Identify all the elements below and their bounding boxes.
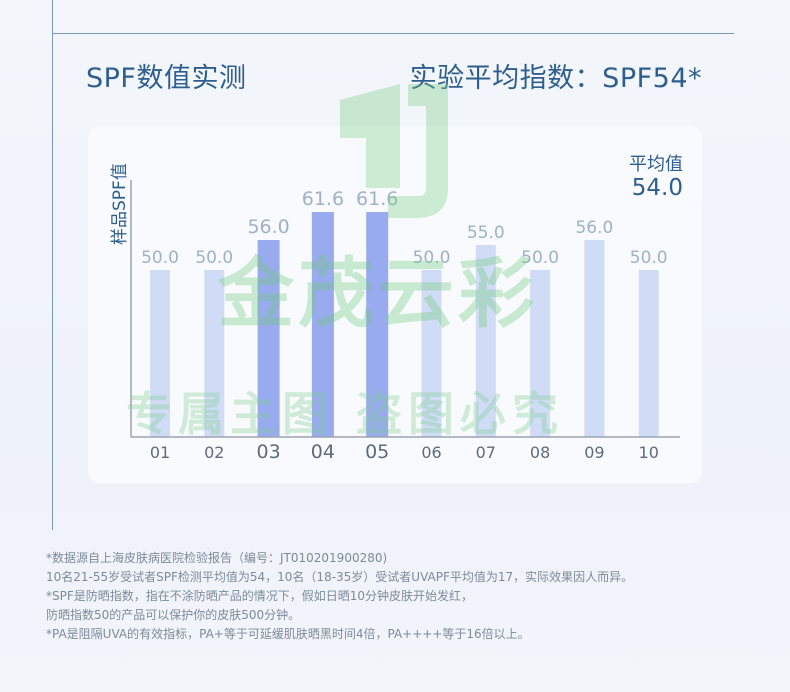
footnotes: *数据源自上海皮肤病医院检验报告（编号：JT010201900280) 10名2… xyxy=(46,549,746,644)
average-label: 平均值 xyxy=(629,154,683,175)
tick-labels-group: 01 02 03 04 05 06 07 08 09 10 xyxy=(150,441,659,463)
bar-04 xyxy=(311,212,334,437)
value-label-07: 55.0 xyxy=(467,223,505,243)
tick-label-03: 03 xyxy=(257,441,281,463)
bar-08 xyxy=(530,270,551,437)
bar-06 xyxy=(421,270,442,437)
footnote-line: *PA是阻隔UVA的有效指标，PA+等于可延缓肌肤晒黑时间4倍，PA++++等于… xyxy=(46,627,530,641)
value-label-04: 61.6 xyxy=(302,188,344,210)
value-label-03: 56.0 xyxy=(247,216,289,238)
tick-label-07: 07 xyxy=(476,443,496,462)
bar-10 xyxy=(638,270,659,437)
value-label-09: 56.0 xyxy=(575,218,613,238)
value-labels-group: 50.0 50.0 56.0 61.6 61.6 50.0 55.0 50.0 56.0 50.0 xyxy=(141,188,668,268)
average-value: 54.0 xyxy=(632,175,683,201)
bars-group xyxy=(150,212,659,437)
frame-line-top xyxy=(52,33,734,34)
tick-label-06: 06 xyxy=(421,443,441,462)
tick-label-01: 01 xyxy=(150,443,170,462)
bar-07 xyxy=(475,245,496,437)
frame-line-left xyxy=(52,0,53,530)
bar-01 xyxy=(150,270,170,437)
footnote-line: 10名21-55岁受试者SPF检测平均值为54，10名（18-35岁）受试者UV… xyxy=(46,570,634,584)
watermark-logo xyxy=(340,84,448,218)
y-axis-label: 样品SPF值 xyxy=(110,163,130,245)
tick-label-09: 09 xyxy=(584,443,604,462)
value-label-10: 50.0 xyxy=(630,248,668,268)
footnote-line: *SPF是防晒指数，指在不涂防晒产品的情况下，假如日晒10分钟皮肤开始发红， xyxy=(46,589,474,603)
footnote-line: *数据源自上海皮肤病医院检验报告（编号：JT010201900280) xyxy=(46,551,388,565)
value-label-01: 50.0 xyxy=(141,248,179,268)
tick-label-02: 02 xyxy=(204,443,224,462)
bar-03 xyxy=(257,240,280,437)
bar-02 xyxy=(204,270,225,437)
tick-label-10: 10 xyxy=(639,443,659,462)
tick-label-04: 04 xyxy=(311,441,335,463)
value-label-06: 50.0 xyxy=(413,248,451,268)
value-label-02: 50.0 xyxy=(195,248,233,268)
tick-label-05: 05 xyxy=(365,441,389,463)
footnote-line: 防晒指数50的产品可以保护你的皮肤500分钟。 xyxy=(46,608,301,622)
section-title: SPF数值实测 xyxy=(86,63,247,94)
average-index-title: 实验平均指数：SPF54* xyxy=(409,63,702,94)
tick-label-08: 08 xyxy=(530,443,550,462)
bar-05 xyxy=(366,212,389,437)
value-label-05: 61.6 xyxy=(356,188,398,210)
value-label-08: 50.0 xyxy=(521,248,559,268)
bar-09 xyxy=(584,240,605,437)
